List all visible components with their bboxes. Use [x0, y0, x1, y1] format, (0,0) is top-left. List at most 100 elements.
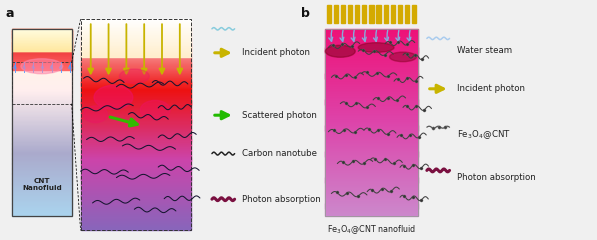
- Bar: [12, 198, 72, 200]
- Bar: [12, 59, 72, 60]
- Bar: [325, 92, 418, 93]
- Bar: [81, 40, 191, 41]
- Bar: [81, 44, 191, 46]
- Bar: [12, 42, 72, 44]
- Bar: [12, 188, 72, 190]
- Bar: [81, 19, 191, 20]
- Bar: [12, 138, 72, 140]
- Bar: [325, 162, 418, 163]
- Bar: [325, 70, 418, 72]
- Bar: [12, 90, 72, 91]
- Bar: [81, 165, 191, 166]
- Bar: [12, 38, 72, 39]
- Bar: [81, 66, 191, 67]
- Bar: [325, 78, 418, 80]
- Bar: [12, 168, 72, 170]
- Bar: [81, 204, 191, 205]
- Bar: [81, 35, 191, 36]
- Bar: [412, 5, 416, 23]
- Bar: [12, 41, 72, 42]
- Bar: [81, 162, 191, 163]
- Bar: [81, 25, 191, 27]
- Bar: [81, 217, 191, 219]
- Bar: [12, 117, 72, 119]
- Bar: [12, 89, 72, 90]
- Bar: [81, 198, 191, 199]
- Bar: [325, 164, 418, 165]
- Bar: [12, 202, 72, 204]
- Bar: [81, 23, 191, 24]
- Bar: [81, 45, 191, 47]
- Bar: [12, 130, 72, 131]
- Bar: [325, 169, 418, 170]
- Bar: [81, 182, 191, 183]
- Bar: [81, 46, 191, 48]
- Text: CNT
Nanofluid: CNT Nanofluid: [22, 178, 61, 191]
- Bar: [12, 118, 72, 120]
- Bar: [325, 152, 418, 154]
- Bar: [12, 121, 72, 122]
- Bar: [12, 59, 72, 60]
- Ellipse shape: [94, 85, 133, 109]
- Bar: [325, 170, 418, 171]
- Bar: [12, 110, 72, 111]
- Bar: [370, 5, 374, 23]
- Bar: [327, 5, 331, 23]
- Bar: [81, 225, 191, 226]
- Bar: [12, 29, 72, 30]
- Bar: [325, 110, 418, 111]
- Bar: [325, 199, 418, 200]
- Bar: [81, 37, 191, 38]
- Bar: [81, 101, 191, 103]
- Bar: [81, 33, 191, 34]
- Bar: [325, 141, 418, 142]
- Bar: [325, 200, 418, 201]
- Bar: [325, 166, 418, 167]
- Text: Fe$_3$O$_4$@CNT nanofluid: Fe$_3$O$_4$@CNT nanofluid: [327, 223, 416, 236]
- Bar: [12, 37, 72, 38]
- Bar: [325, 165, 418, 166]
- Bar: [12, 34, 72, 35]
- Bar: [81, 221, 191, 222]
- Bar: [325, 113, 418, 114]
- Bar: [81, 52, 191, 53]
- Bar: [325, 101, 418, 103]
- Bar: [325, 168, 418, 169]
- Bar: [12, 62, 72, 64]
- Bar: [12, 32, 72, 33]
- Bar: [325, 129, 418, 131]
- Bar: [81, 207, 191, 208]
- Bar: [12, 38, 72, 39]
- Bar: [81, 75, 191, 76]
- Bar: [81, 96, 191, 97]
- Bar: [325, 59, 418, 60]
- Bar: [81, 228, 191, 229]
- Bar: [12, 107, 72, 109]
- Bar: [325, 132, 418, 134]
- Bar: [12, 98, 72, 100]
- Bar: [12, 68, 72, 70]
- Bar: [12, 158, 72, 160]
- Bar: [81, 122, 191, 124]
- Bar: [325, 138, 418, 139]
- Bar: [81, 31, 191, 32]
- Bar: [81, 150, 191, 151]
- Bar: [12, 120, 72, 121]
- Bar: [12, 35, 72, 36]
- Bar: [325, 209, 418, 210]
- Bar: [81, 64, 191, 66]
- Text: a: a: [6, 7, 14, 20]
- Bar: [81, 98, 191, 99]
- Bar: [81, 43, 191, 45]
- Bar: [81, 118, 191, 120]
- Bar: [81, 30, 191, 31]
- Bar: [81, 51, 191, 52]
- Bar: [12, 143, 72, 145]
- Bar: [81, 229, 191, 230]
- Bar: [325, 205, 418, 207]
- Bar: [12, 174, 72, 176]
- Bar: [81, 138, 191, 140]
- Bar: [325, 159, 418, 160]
- Bar: [325, 67, 418, 68]
- Bar: [325, 69, 418, 70]
